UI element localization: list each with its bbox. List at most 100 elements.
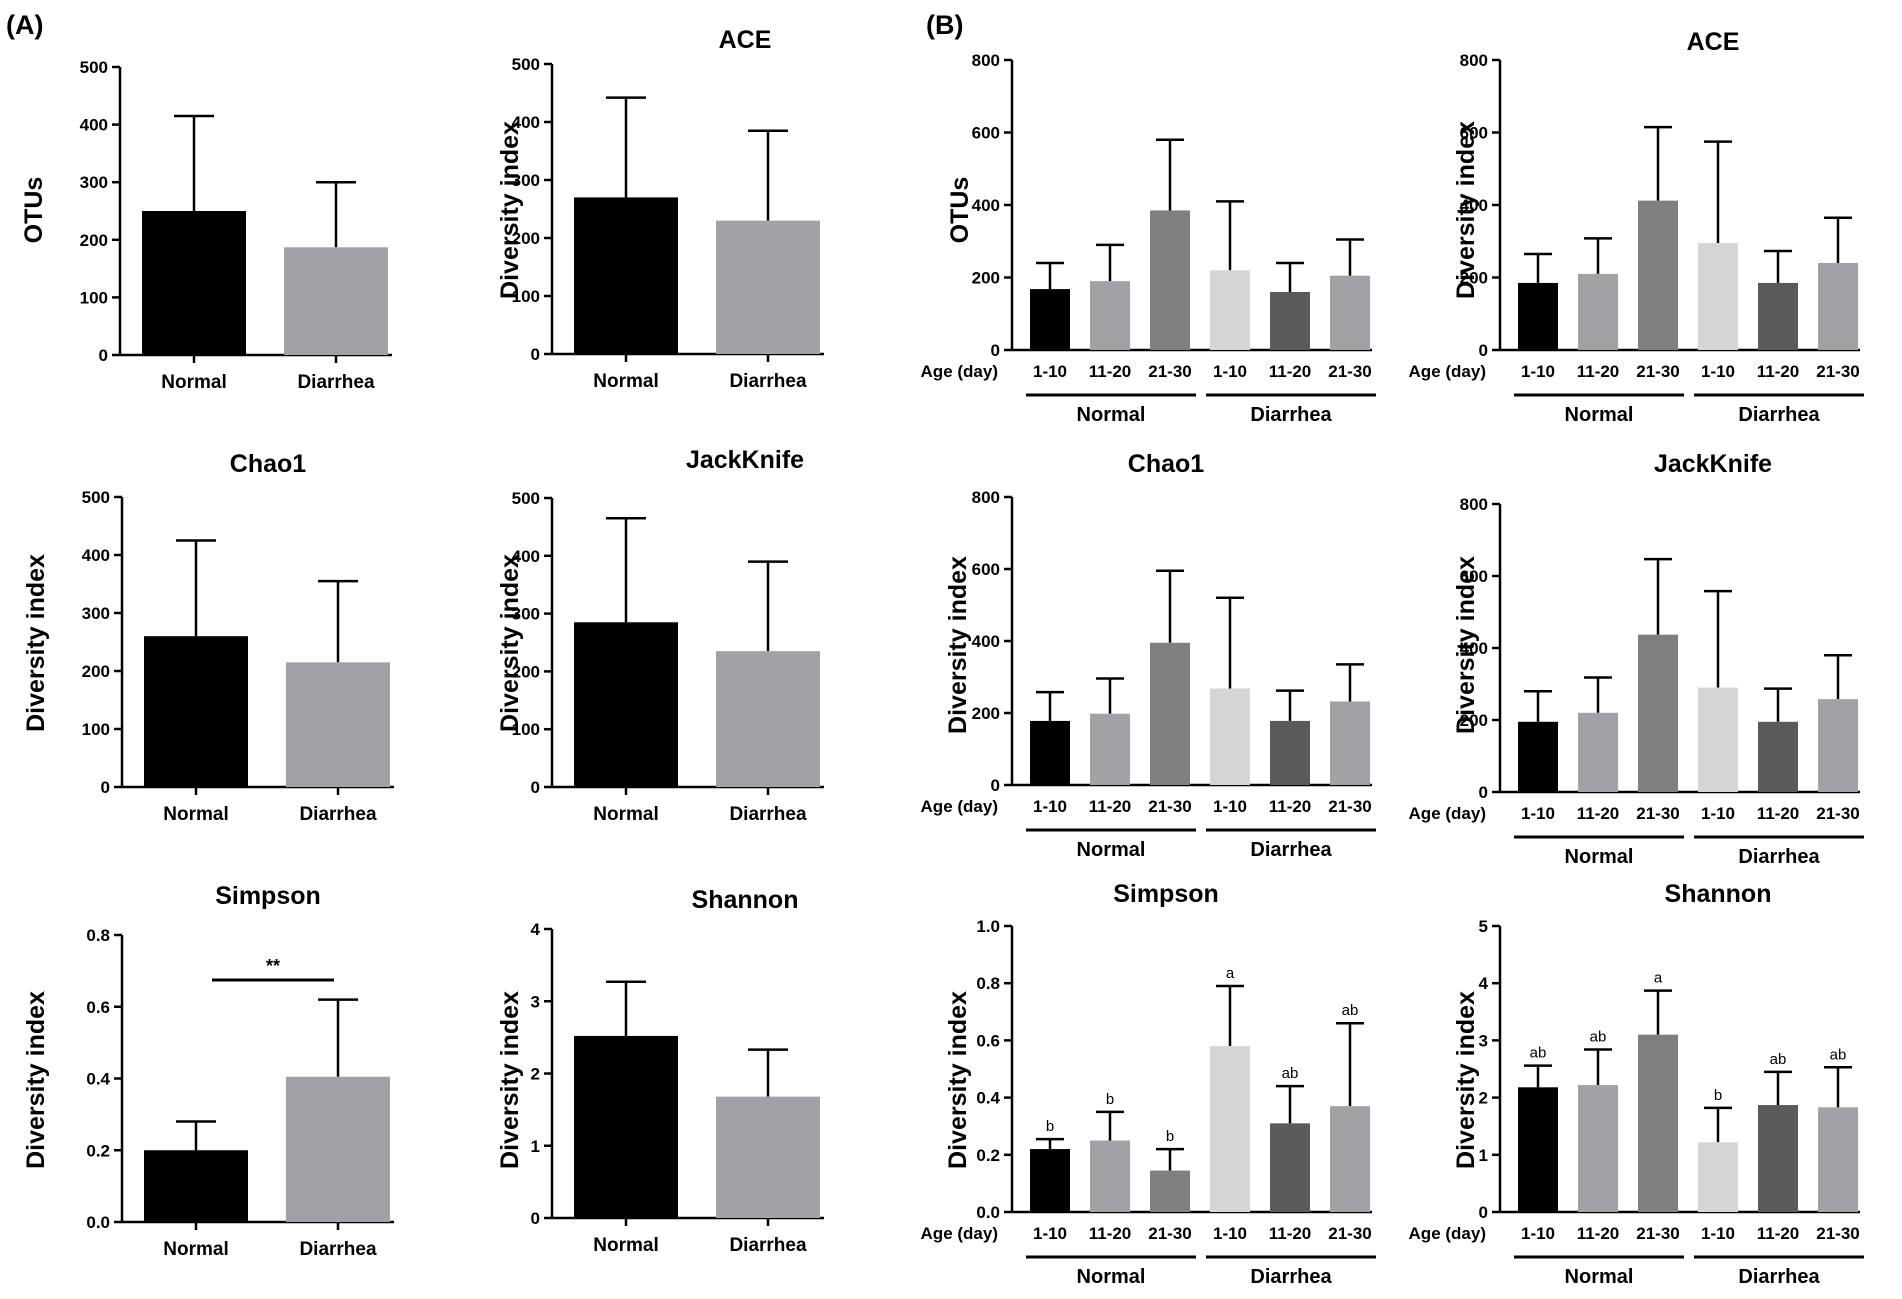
y-tick-label: 4 (531, 920, 541, 939)
x-tick-label: 21-30 (1148, 1224, 1191, 1243)
bar (1578, 273, 1618, 350)
x-tick-label: 1-10 (1701, 362, 1735, 381)
chart-a-jackknife: JackKnife Diversity index 0 100 200 300 400 500… (496, 446, 824, 825)
y-tick-label: 500 (512, 55, 540, 74)
y-tick-label: 0.2 (86, 1141, 110, 1160)
y-tick-label: 200 (512, 229, 540, 248)
bar (1090, 1140, 1130, 1212)
chart-title: ACE (719, 26, 772, 54)
y-axis-label: Diversity index (944, 556, 972, 734)
y-tick-label: 0.4 (976, 1089, 1000, 1108)
x-tick-label: 1-10 (1033, 1224, 1067, 1243)
significance-letter: ab (1770, 1051, 1787, 1068)
group-label-normal: Normal (1077, 404, 1146, 426)
y-tick-label: 400 (80, 116, 108, 135)
y-tick-label: 300 (512, 171, 540, 190)
group-label-diarrhea: Diarrhea (1250, 1266, 1332, 1288)
bar (1150, 210, 1190, 350)
group-label-diarrhea: Diarrhea (1738, 404, 1820, 426)
bar (1698, 243, 1738, 350)
bar (1758, 721, 1798, 792)
y-tick-label: 1 (531, 1137, 540, 1156)
significance-letter: b (1714, 1087, 1722, 1104)
group-label-normal: Normal (1565, 404, 1634, 426)
y-axis-label: Diversity index (22, 991, 50, 1169)
y-tick-label: 500 (512, 489, 540, 508)
significance-letter: ab (1590, 1029, 1607, 1046)
x-axis-label: Age (day) (921, 1224, 998, 1243)
y-tick-label: 400 (82, 546, 110, 565)
y-tick-label: 0 (531, 345, 540, 364)
bar (284, 247, 388, 355)
bar (1818, 699, 1858, 792)
y-axis-label: Diversity index (1452, 121, 1480, 299)
x-tick-label: 1-10 (1521, 1224, 1555, 1243)
y-tick-label: 0.0 (976, 1203, 1000, 1222)
y-axis-label: Diversity index (1452, 991, 1480, 1169)
y-axis-label: OTUs (20, 177, 48, 244)
bar (1638, 200, 1678, 350)
significance-letter: ab (1282, 1065, 1299, 1082)
y-tick-label: 300 (82, 604, 110, 623)
y-tick-label: 200 (1460, 711, 1488, 730)
significance-letter: ab (1530, 1045, 1547, 1062)
x-tick-label: Normal (593, 804, 658, 825)
x-tick-label: 21-30 (1328, 362, 1371, 381)
bar (1578, 712, 1618, 792)
bar (286, 662, 390, 787)
chart-b-jackknife: JackKnife Diversity index 0 200 400 600 800 1-1… (1409, 450, 1864, 868)
x-tick-label: Normal (163, 804, 228, 825)
bar (1818, 263, 1858, 350)
x-tick-label: 21-30 (1816, 804, 1859, 823)
x-tick-label: 21-30 (1816, 1224, 1859, 1243)
x-axis-label: Age (day) (1409, 804, 1486, 823)
bar (574, 622, 678, 787)
chart-title: JackKnife (1654, 450, 1772, 478)
bar (142, 211, 246, 355)
y-axis-label: Diversity index (1452, 556, 1480, 734)
y-tick-label: 500 (80, 58, 108, 77)
bar (1090, 281, 1130, 350)
y-tick-label: 0 (99, 346, 108, 365)
bar (1578, 1085, 1618, 1212)
x-tick-label: 11-20 (1269, 797, 1312, 816)
x-tick-label: 1-10 (1701, 804, 1735, 823)
chart-b-simpson: Simpson Diversity index 0.0 0.2 0.4 0.6 0.8 1.0… (921, 880, 1376, 1288)
y-tick-label: 0.4 (86, 1070, 110, 1089)
x-tick-label: 1-10 (1701, 1224, 1735, 1243)
bar (1150, 1170, 1190, 1212)
bar (1698, 1142, 1738, 1212)
y-tick-label: 0 (531, 1209, 540, 1228)
x-tick-label: 1-10 (1213, 362, 1247, 381)
y-tick-label: 800 (1460, 495, 1488, 514)
chart-b-ace: ACE Diversity index 0 200 400 600 800 1-10 11-20… (1409, 28, 1864, 426)
group-label-diarrhea: Diarrhea (1250, 839, 1332, 861)
x-tick-label: Diarrhea (729, 371, 807, 392)
chart-a-ace: ACE Diversity index 0 100 200 300 400 500 Normal… (496, 26, 824, 392)
x-tick-label: Diarrhea (299, 804, 377, 825)
bar (1030, 720, 1070, 785)
y-tick-label: 0.8 (86, 926, 110, 945)
y-axis-label: Diversity index (22, 554, 50, 732)
y-tick-label: 800 (972, 51, 1000, 70)
chart-b-otus: OTUs 0 200 400 600 800 1-10 11-20 21-30 1-10 11-20… (921, 51, 1376, 426)
bar (1698, 687, 1738, 792)
y-tick-label: 3 (1479, 1031, 1488, 1050)
x-tick-label: Diarrhea (729, 1235, 807, 1256)
bar (1638, 1034, 1678, 1212)
x-tick-label: Normal (593, 1235, 658, 1256)
significance-letter: b (1106, 1091, 1114, 1108)
y-tick-label: 200 (972, 704, 1000, 723)
x-tick-label: 21-30 (1636, 804, 1679, 823)
x-tick-label: 11-20 (1089, 797, 1132, 816)
y-tick-label: 800 (972, 488, 1000, 507)
y-tick-label: 800 (1460, 51, 1488, 70)
group-label-normal: Normal (1565, 846, 1634, 868)
x-tick-label: 1-10 (1521, 804, 1555, 823)
chart-title: Chao1 (1128, 450, 1205, 478)
group-label-diarrhea: Diarrhea (1738, 1266, 1820, 1288)
chart-a-otus: OTUs 0 100 200 300 400 500 Normal Diarrhea (20, 58, 392, 393)
bar (1090, 713, 1130, 785)
y-tick-label: 0.6 (976, 1031, 1000, 1050)
panel-label-a: (A) (6, 10, 43, 40)
